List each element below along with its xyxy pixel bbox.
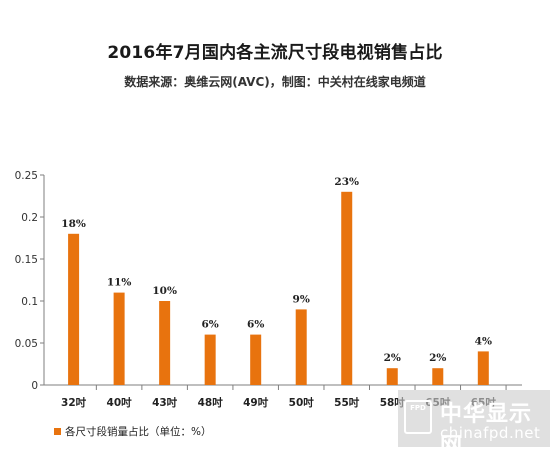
x-tick-label: 50吋 — [289, 396, 315, 409]
bar-chart: 0 0.05 0.1 0.15 0.2 0.25 18% 32吋 11% 40吋 10% 43吋 6% 4… — [15, 170, 522, 409]
data-label: 2% — [384, 352, 401, 364]
chart-legend: 各尺寸段销量占比（单位：%） — [54, 424, 211, 439]
y-tick-label: 0.25 — [15, 170, 38, 182]
data-label: 6% — [247, 319, 264, 331]
watermark: FPD 中华显示网 chinafpd.net — [398, 390, 550, 459]
bar — [295, 309, 307, 385]
data-label: 6% — [202, 319, 219, 331]
watermark-logo-icon: FPD — [404, 400, 432, 434]
bar — [386, 368, 398, 385]
y-tick-label: 0.2 — [21, 212, 38, 224]
data-label: 9% — [293, 293, 310, 305]
bar — [68, 233, 80, 385]
x-tick-label: 40吋 — [107, 396, 133, 409]
x-tick-label: 43吋 — [152, 396, 178, 409]
x-tick-label: 48吋 — [198, 396, 224, 409]
y-tick-label: 0.15 — [15, 254, 38, 266]
bar — [477, 351, 489, 385]
chart-title: 2016年7月国内各主流尺寸段电视销售占比 — [107, 43, 443, 63]
bar — [204, 334, 216, 385]
bar — [341, 191, 353, 385]
data-label: 10% — [152, 285, 177, 297]
bar — [113, 292, 125, 385]
y-tick-label: 0.05 — [15, 338, 38, 350]
x-tick-label: 49吋 — [243, 396, 269, 409]
data-label: 23% — [334, 176, 359, 188]
y-tick-label: 0.1 — [21, 296, 38, 308]
watermark-logo-text: FPD — [410, 404, 426, 412]
chart-subtitle: 数据来源：奥维云网(AVC)，制图：中关村在线家电频道 — [124, 75, 426, 89]
legend-swatch — [54, 428, 61, 435]
data-label: 11% — [107, 277, 132, 289]
x-tick-label: 32吋 — [61, 396, 87, 409]
legend-label: 各尺寸段销量占比（单位：%） — [65, 426, 212, 438]
data-label: 18% — [61, 218, 86, 230]
data-label: 2% — [429, 352, 446, 364]
x-tick-label: 55吋 — [334, 396, 360, 409]
data-label: 4% — [475, 335, 492, 347]
watermark-url: chinafpd.net — [440, 424, 541, 442]
y-tick-label: 0 — [31, 380, 38, 392]
bar — [432, 368, 444, 385]
bar — [250, 334, 262, 385]
bar — [159, 301, 171, 385]
